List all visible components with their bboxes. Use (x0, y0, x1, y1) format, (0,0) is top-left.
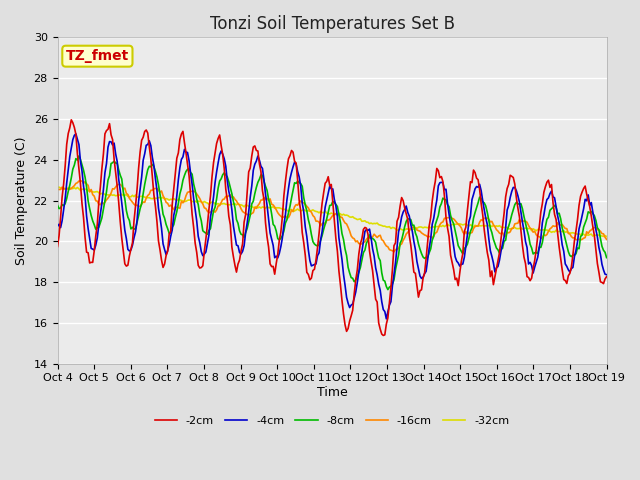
-32cm (237, 202, 245, 208)
-4cm (295, 174, 303, 180)
-2cm (237, 248, 245, 254)
Line: -8cm: -8cm (58, 156, 607, 289)
Line: -16cm: -16cm (58, 181, 607, 252)
-16cm (603, 237, 611, 242)
-4cm (219, 151, 227, 157)
-8cm (575, 246, 583, 252)
-4cm (54, 223, 61, 229)
-32cm (246, 204, 254, 209)
-4cm (575, 226, 583, 232)
Legend: -2cm, -4cm, -8cm, -16cm, -32cm: -2cm, -4cm, -8cm, -16cm, -32cm (150, 412, 514, 431)
-2cm (603, 274, 611, 279)
Line: -32cm: -32cm (58, 187, 607, 237)
-8cm (237, 231, 245, 237)
-16cm (237, 206, 245, 212)
Line: -4cm: -4cm (58, 134, 607, 319)
-32cm (122, 192, 130, 198)
-4cm (72, 131, 80, 137)
-32cm (219, 201, 227, 207)
-2cm (380, 333, 387, 338)
-16cm (54, 187, 61, 192)
Text: TZ_fmet: TZ_fmet (66, 49, 129, 63)
-16cm (78, 178, 86, 184)
X-axis label: Time: Time (317, 386, 348, 399)
-16cm (575, 236, 583, 242)
-8cm (219, 172, 227, 178)
-8cm (54, 203, 61, 208)
Title: Tonzi Soil Temperatures Set B: Tonzi Soil Temperatures Set B (209, 15, 454, 33)
-4cm (603, 272, 611, 277)
-32cm (295, 207, 303, 213)
-2cm (246, 165, 254, 171)
-32cm (55, 184, 63, 190)
-4cm (237, 251, 245, 257)
-2cm (295, 197, 303, 203)
-32cm (573, 231, 581, 237)
-2cm (67, 117, 75, 123)
Line: -2cm: -2cm (58, 120, 607, 336)
-16cm (295, 200, 303, 205)
-8cm (603, 255, 611, 261)
-32cm (603, 234, 611, 240)
-4cm (122, 236, 130, 241)
-8cm (295, 180, 303, 185)
-4cm (383, 316, 390, 322)
-8cm (384, 287, 392, 292)
Y-axis label: Soil Temperature (C): Soil Temperature (C) (15, 136, 28, 265)
-16cm (219, 197, 227, 203)
-16cm (390, 249, 398, 254)
-32cm (54, 184, 61, 190)
-16cm (122, 191, 130, 196)
-4cm (246, 194, 254, 200)
-2cm (54, 244, 61, 250)
-8cm (75, 153, 83, 159)
-2cm (219, 152, 227, 157)
-16cm (246, 212, 254, 217)
-2cm (122, 263, 130, 269)
-8cm (122, 208, 130, 214)
-2cm (575, 203, 583, 208)
-8cm (246, 212, 254, 218)
